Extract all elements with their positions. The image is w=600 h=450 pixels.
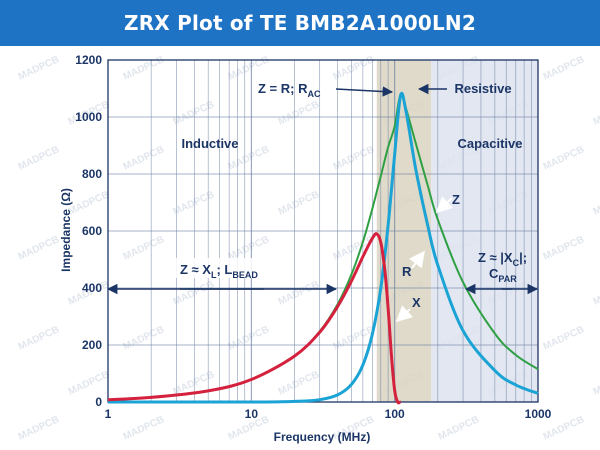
annotation-z-xl-sub: L xyxy=(211,270,217,280)
curve-label-z: Z xyxy=(452,192,460,207)
arrow-z-curve xyxy=(435,196,453,214)
watermark-text: MADPCB xyxy=(542,144,586,173)
watermark-text: MADPCB xyxy=(122,54,166,83)
annotation-z-equals-r-text: Z = R; R xyxy=(258,81,308,96)
series-line-r xyxy=(107,91,539,404)
annotation-z-xl-bead: BEAD xyxy=(232,270,258,280)
region-label-resistive: Resistive xyxy=(454,81,511,96)
watermark-text: MADPCB xyxy=(332,144,376,173)
watermark-text: MADPCB xyxy=(122,414,166,443)
region-label-capacitive: Capacitive xyxy=(457,136,522,151)
watermark-text: MADPCB xyxy=(227,54,271,83)
watermark-text: MADPCB xyxy=(17,144,61,173)
curves xyxy=(107,91,539,405)
y-tick-label: 400 xyxy=(82,281,102,295)
watermark-text: MADPCB xyxy=(172,189,216,218)
x-tick-label: 10 xyxy=(245,407,259,421)
watermark-text: MADPCB xyxy=(67,369,111,398)
watermark-text: MADPCB xyxy=(17,234,61,263)
watermark-text: MADPCB xyxy=(227,324,271,353)
watermark-text: MADPCB xyxy=(332,234,376,263)
annotation-cpar: CPAR xyxy=(489,266,517,284)
watermark-text: MADPCB xyxy=(542,234,586,263)
annotation-z-xc-sub: C xyxy=(513,258,520,268)
watermark-text: MADPCB xyxy=(122,144,166,173)
watermark-text: MADPCB xyxy=(17,324,61,353)
curve-label-r: R xyxy=(402,264,412,279)
annotation-z-xl-rest: ; L xyxy=(216,262,232,277)
watermark-text: MADPCB xyxy=(277,189,321,218)
x-tick-label: 1000 xyxy=(525,407,552,421)
x-tick-label: 1 xyxy=(105,407,112,421)
annotation-cpar-sub: PAR xyxy=(498,274,517,284)
watermark-text: MADPCB xyxy=(17,414,61,443)
watermark-text: MADPCB xyxy=(277,99,321,128)
watermark-text: MADPCB xyxy=(592,99,600,128)
annotation-z-xl-text: Z ≈ X xyxy=(180,262,211,277)
annotation-z-equals-r-sub: AC xyxy=(307,89,320,99)
y-axis-label: Impedance (Ω) xyxy=(59,188,73,272)
annotation-cpar-text: C xyxy=(489,266,499,281)
watermark-text: MADPCB xyxy=(542,324,586,353)
watermark-text: MADPCB xyxy=(437,414,481,443)
watermark-text: MADPCB xyxy=(592,189,600,218)
arrow-z-r xyxy=(335,86,394,97)
curve-label-x: X xyxy=(412,295,421,310)
tick-labels: 1 10 100 1000 0 200 400 600 800 1000 1200 xyxy=(75,53,551,421)
annotation-z-xc: Z ≈ |XC|; xyxy=(478,250,527,268)
region-label-inductive: Inductive xyxy=(181,136,238,151)
y-tick-label: 600 xyxy=(82,224,102,238)
annotation-z-xl: Z ≈ XL; LBEAD xyxy=(180,262,258,280)
watermark-text: MADPCB xyxy=(122,324,166,353)
y-tick-label: 1200 xyxy=(75,53,102,67)
arrow-r-curve xyxy=(408,250,425,269)
chart-title: ZRX Plot of TE BMB2A1000LN2 xyxy=(124,11,476,35)
annotation-z-xc-rest: |; xyxy=(519,250,527,265)
y-tick-label: 800 xyxy=(82,167,102,181)
watermark-text: MADPCB xyxy=(592,279,600,308)
grid xyxy=(108,60,538,402)
plot-frame xyxy=(107,59,539,403)
x-tick-label: 100 xyxy=(385,407,405,421)
y-tick-label: 0 xyxy=(95,395,102,409)
watermark-text: MADPCB xyxy=(542,54,586,83)
watermark-text: MADPCB xyxy=(592,369,600,398)
annotation-z-xl-bg xyxy=(176,258,264,278)
watermark-text: MADPCB xyxy=(277,369,321,398)
watermark-text: MADPCB xyxy=(17,54,61,83)
watermark-text: MADPCB xyxy=(172,279,216,308)
watermark-text: MADPCB xyxy=(332,54,376,83)
watermark-text: MADPCB xyxy=(277,279,321,308)
watermark-text: MADPCB xyxy=(67,189,111,218)
x-axis-label: Frequency (MHz) xyxy=(274,430,371,444)
y-tick-label: 1000 xyxy=(75,110,102,124)
arrow-x-curve xyxy=(395,305,414,323)
watermark-text: MADPCB xyxy=(172,99,216,128)
annotation-z-equals-r: Z = R; RAC xyxy=(258,81,321,99)
watermark-text: MADPCB xyxy=(122,234,166,263)
y-tick-label: 200 xyxy=(82,338,102,352)
title-bar: ZRX Plot of TE BMB2A1000LN2 xyxy=(0,0,600,46)
annotation-z-xc-text: Z ≈ |X xyxy=(478,250,513,265)
series-line-x xyxy=(107,232,402,405)
